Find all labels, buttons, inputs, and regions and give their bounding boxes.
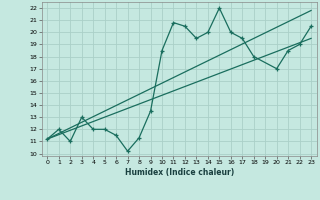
X-axis label: Humidex (Indice chaleur): Humidex (Indice chaleur) [124, 168, 234, 177]
